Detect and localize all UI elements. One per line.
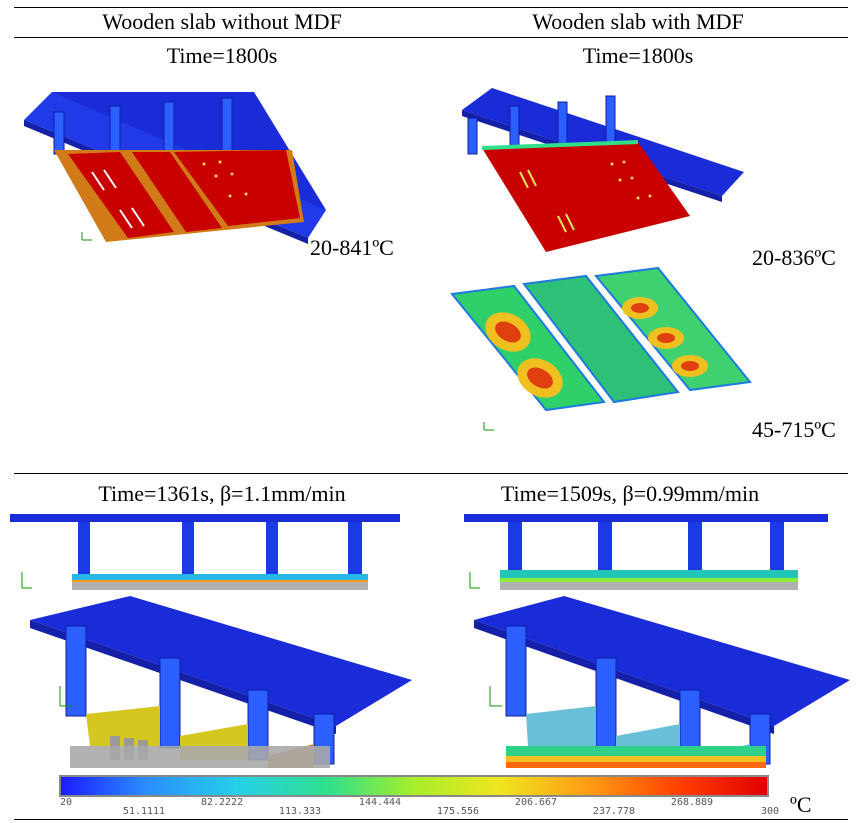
lower-left-3d-view xyxy=(30,596,412,768)
beam-bottoms-figure xyxy=(450,266,752,431)
colorbar-tick-bottom: 237.778 xyxy=(592,806,636,817)
colorbar-tick-top: 20 xyxy=(59,797,73,808)
colorbar-tick-top: 206.667 xyxy=(514,797,558,808)
temperature-colorbar xyxy=(59,775,769,797)
lower-left-caption: Time=1361s, β=1.1mm/min xyxy=(98,481,346,506)
lower-right-caption: Time=1509s, β=0.99mm/min xyxy=(500,481,760,506)
right-time-label: Time=1800s xyxy=(582,43,694,68)
right-column-title: Wooden slab with MDF xyxy=(532,9,744,34)
left-column-title: Wooden slab without MDF xyxy=(102,9,342,34)
right-slab-temperature-range: 20-836ºC xyxy=(752,245,836,270)
colorbar-tick-bottom: 175.556 xyxy=(436,806,480,817)
colorbar-unit: ºC xyxy=(790,792,812,817)
bottom-rule xyxy=(14,819,848,820)
lower-right-3d-view xyxy=(474,596,850,768)
colorbar-tick-top: 144.444 xyxy=(358,797,402,808)
colorbar-tick-bottom: 51.1111 xyxy=(122,806,166,817)
top-rule xyxy=(14,7,848,8)
colorbar-tick-top: 268.889 xyxy=(670,797,714,808)
left-slab-temperature-range: 20-841ºC xyxy=(310,235,394,260)
lower-left-section-view xyxy=(10,514,400,590)
middle-rule xyxy=(14,473,848,474)
slab-without-mdf-figure xyxy=(24,92,326,244)
slab-with-mdf-figure xyxy=(462,88,744,252)
colorbar-tick-bottom: 300 xyxy=(760,806,780,817)
header-rule xyxy=(14,37,848,38)
colorbar-tick-top: 82.2222 xyxy=(200,797,244,808)
colorbar-tick-bottom: 113.333 xyxy=(278,806,322,817)
beam-bottoms-temperature-range: 45-715ºC xyxy=(752,417,836,442)
lower-right-section-view xyxy=(464,514,828,590)
left-time-label: Time=1800s xyxy=(166,43,278,68)
